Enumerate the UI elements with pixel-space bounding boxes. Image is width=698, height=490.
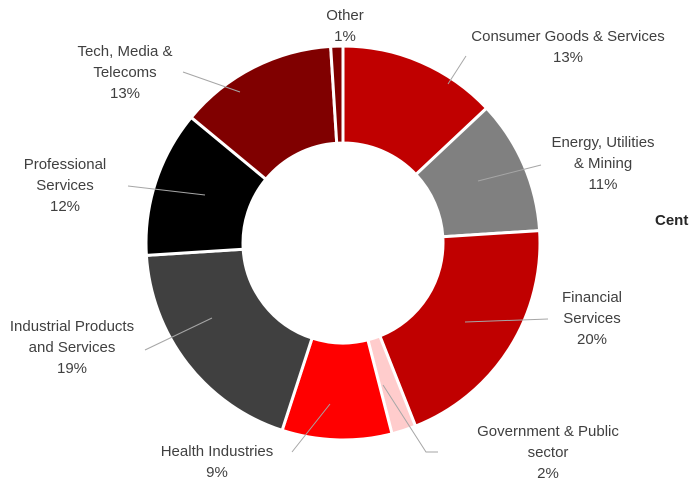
label-line: Industrial Products	[10, 318, 134, 335]
leader-line	[182, 71, 241, 93]
label-line: Energy, Utilities	[551, 134, 654, 151]
leader-line	[127, 185, 206, 196]
category-label: Industrial Products and Services	[10, 318, 134, 356]
label-line: Services	[36, 177, 94, 194]
value-label: 19%	[57, 360, 87, 377]
value-label: 13%	[553, 49, 583, 66]
category-label: Other	[326, 7, 364, 24]
value-label: 12%	[50, 198, 80, 215]
label-line: and Services	[29, 339, 116, 356]
leader-line	[447, 55, 467, 85]
category-label: Tech, Media & Telecoms	[77, 43, 172, 81]
category-label: Financial Services	[562, 289, 622, 327]
label-line: Professional	[24, 156, 107, 173]
category-label: Government & Public sector	[477, 423, 619, 461]
leader-line	[144, 317, 213, 351]
value-label: 13%	[110, 85, 140, 102]
label-line: Financial	[562, 289, 622, 306]
value-label: 2%	[537, 465, 559, 482]
leader-line	[464, 318, 549, 323]
value-label: 9%	[206, 464, 228, 481]
donut-slice	[144, 247, 314, 433]
label-line: sector	[528, 444, 569, 461]
category-label: Consumer Goods & Services	[471, 28, 664, 45]
donut-slice	[377, 229, 542, 429]
donut-slice	[329, 44, 345, 145]
label-line: Government & Public	[477, 423, 619, 440]
value-label: 11%	[589, 176, 618, 193]
category-label: Health Industries	[161, 443, 274, 460]
label-line: Telecoms	[93, 64, 156, 81]
leader-line	[291, 403, 331, 453]
leader-line	[477, 164, 542, 182]
category-label: Energy, Utilities & Mining	[551, 134, 654, 172]
label-line: & Mining	[574, 155, 632, 172]
category-label: Professional Services	[24, 156, 107, 194]
label-line: Tech, Media &	[77, 43, 172, 60]
clipped-label: Cent	[655, 212, 688, 229]
value-label: 1%	[334, 28, 356, 45]
value-label: 20%	[577, 331, 607, 348]
leader-line	[382, 384, 438, 453]
label-line: Services	[563, 310, 621, 327]
